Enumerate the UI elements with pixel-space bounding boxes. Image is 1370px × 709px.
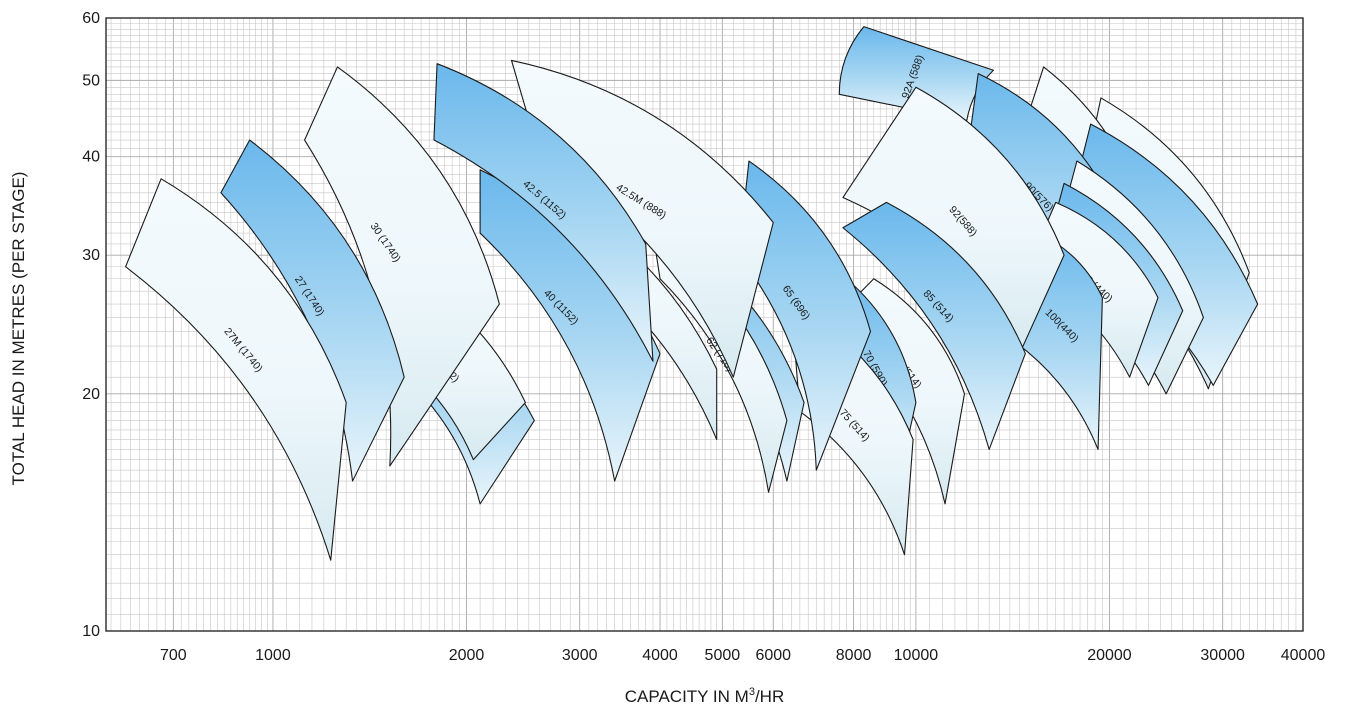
region-27m-1740: 27M (1740) <box>125 178 347 561</box>
region-30-1740: 30 (1740) <box>304 66 500 467</box>
x-tick-label: 6000 <box>755 647 791 664</box>
y-tick-label: 10 <box>82 623 100 640</box>
region-85-514: 85 (514) <box>842 201 1026 451</box>
x-axis-title: CAPACITY IN M3/HR <box>625 686 784 706</box>
y-tick-label: 30 <box>82 247 100 264</box>
x-tick-label: 8000 <box>836 647 872 664</box>
region-40-1152: 40 (1152) <box>479 169 661 482</box>
x-tick-label: 30000 <box>1200 647 1245 664</box>
region-shape <box>125 178 347 561</box>
x-tick-label: 1000 <box>255 647 291 664</box>
region-shape <box>738 160 872 471</box>
x-tick-label: 4000 <box>642 647 678 664</box>
region-shape <box>220 139 405 482</box>
x-tick-label: 40000 <box>1281 647 1326 664</box>
region-92a-588: 92A (588) <box>838 26 994 121</box>
x-tick-label: 2000 <box>449 647 485 664</box>
region-42-5-1152: 42.5 (1152) <box>433 63 654 362</box>
x-tick-label: 10000 <box>894 647 939 664</box>
x-tick-label: 20000 <box>1087 647 1132 664</box>
region-shape <box>842 201 1026 451</box>
region-65-696: 65 (696) <box>738 160 872 471</box>
x-tick-label: 3000 <box>562 647 598 664</box>
performance-regions: 92A (588)115 (438)95 (594)120 (396)90(57… <box>125 26 1259 561</box>
region-shape <box>304 66 500 467</box>
x-tick-label: 5000 <box>705 647 741 664</box>
region-shape <box>838 26 994 121</box>
y-tick-label: 50 <box>82 72 100 89</box>
region-shape <box>433 63 654 362</box>
y-tick-label: 60 <box>82 10 100 27</box>
plot-frame <box>105 17 1304 632</box>
y-axis-title: TOTAL HEAD IN METRES (PER STAGE) <box>9 172 28 486</box>
tick-labels: 700 1000 2000 3000 4000 5000 6000 8000 10000 2000… <box>82 10 1325 664</box>
y-tick-label: 40 <box>82 149 100 166</box>
y-tick-label: 20 <box>82 386 100 403</box>
x-tick-label: 700 <box>160 647 187 664</box>
